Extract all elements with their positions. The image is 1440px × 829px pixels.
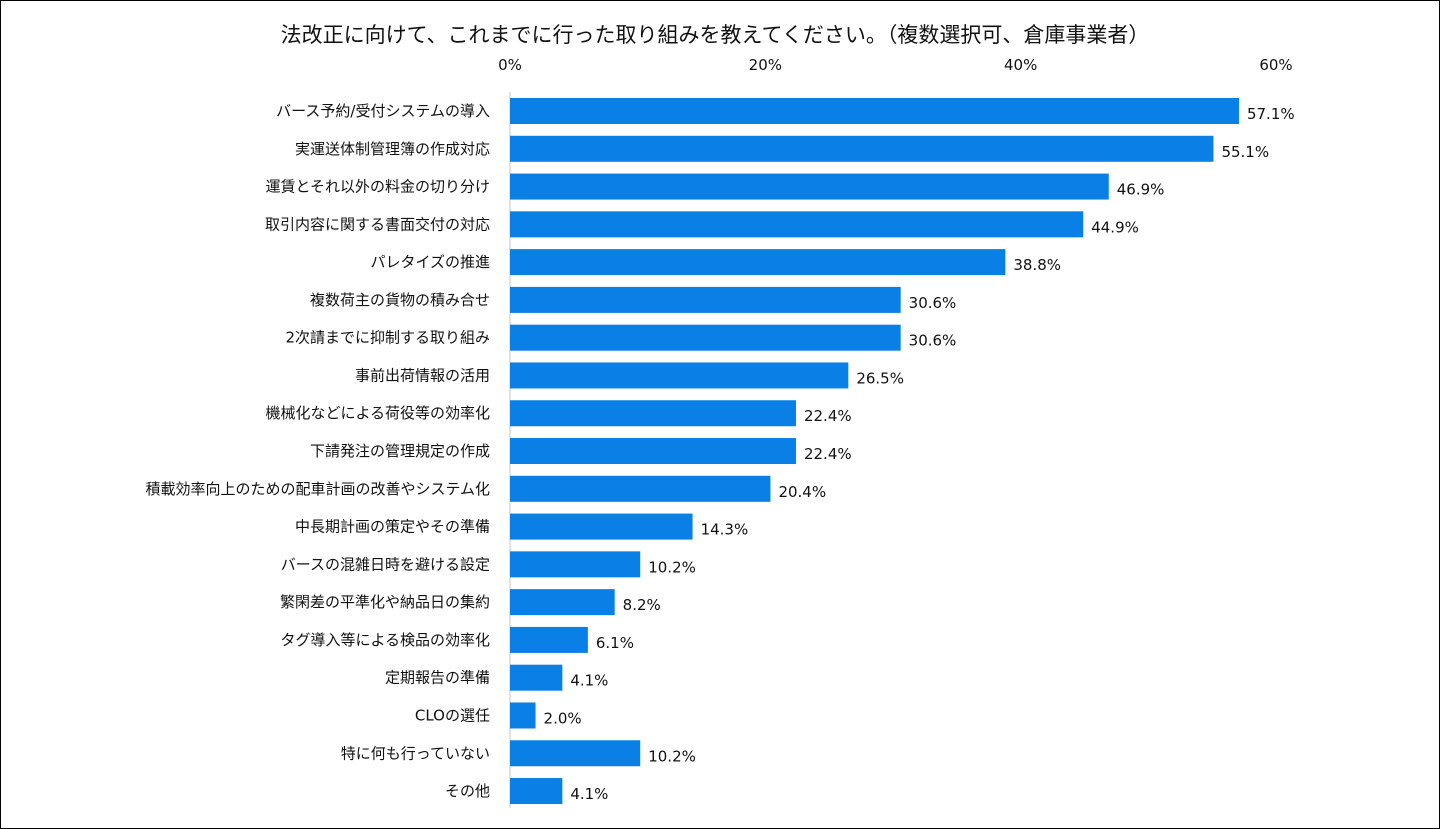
- bar: [510, 778, 563, 805]
- bar: [510, 740, 641, 767]
- bar: [510, 438, 796, 465]
- value-label: 14.3%: [701, 521, 749, 539]
- category-label: バース予約/受付システムの導入: [276, 102, 490, 120]
- bar: [510, 249, 1006, 276]
- bar: [510, 551, 641, 578]
- category-label: その他: [445, 782, 490, 800]
- bar: [510, 664, 563, 691]
- category-label: バースの混雑日時を避ける設定: [281, 555, 490, 573]
- category-label: 複数荷主の貨物の積み合せ: [310, 291, 490, 309]
- category-label: タグ導入等による検品の効率化: [280, 631, 490, 649]
- category-label: 中長期計画の策定やその準備: [295, 518, 490, 536]
- category-label: 実運送体制管理簿の作成対応: [295, 140, 490, 158]
- bar: [510, 702, 536, 729]
- bar: [510, 513, 693, 540]
- bar: [510, 135, 1214, 162]
- value-label: 20.4%: [778, 483, 826, 501]
- category-label: 積載効率向上のための配車計画の改善やシステム化: [145, 480, 490, 498]
- value-label: 30.6%: [909, 294, 957, 312]
- category-label: 特に何も行っていない: [341, 744, 490, 762]
- value-label: 4.1%: [570, 672, 608, 690]
- bar: [510, 475, 771, 502]
- value-label: 55.1%: [1221, 143, 1269, 161]
- bar: [510, 626, 588, 653]
- category-label: 下請発注の管理規定の作成: [310, 442, 490, 460]
- bar: [510, 173, 1109, 200]
- chart-title: 法改正に向けて、これまでに行った取り組みを教えてください。（複数選択可、倉庫事業…: [281, 23, 1150, 47]
- category-label: 機械化などによる荷役等の効率化: [265, 404, 490, 422]
- value-label: 44.9%: [1091, 218, 1139, 236]
- value-label: 10.2%: [648, 747, 696, 765]
- category-label: 運賃とそれ以外の料金の切り分け: [265, 178, 490, 196]
- category-label: 定期報告の準備: [385, 669, 490, 687]
- value-label: 46.9%: [1117, 181, 1165, 199]
- value-label: 22.4%: [804, 445, 852, 463]
- bar: [510, 211, 1084, 238]
- x-tick-label: 20%: [749, 56, 782, 74]
- category-label: 繁閑差の平準化や納品日の集約: [280, 593, 490, 611]
- category-label: 2次請までに抑制する取り組み: [285, 329, 490, 347]
- value-label: 57.1%: [1247, 105, 1295, 123]
- value-label: 22.4%: [804, 407, 852, 425]
- x-tick-label: 60%: [1259, 56, 1292, 74]
- bar: [510, 589, 615, 616]
- bar: [510, 324, 901, 351]
- bar: [510, 98, 1239, 124]
- bars: バース予約/受付システムの導入 57.1% 実運送体制管理簿の作成対応 55.1% 運賃…: [145, 98, 1295, 805]
- bar: [510, 400, 796, 427]
- value-label: 10.2%: [648, 558, 696, 576]
- value-label: 38.8%: [1013, 256, 1061, 274]
- value-label: 4.1%: [570, 785, 608, 803]
- bar: [510, 362, 849, 389]
- category-label: 事前出荷情報の活用: [355, 366, 490, 384]
- value-label: 6.1%: [596, 634, 634, 652]
- category-label: 取引内容に関する書面交付の対応: [265, 215, 490, 233]
- value-label: 30.6%: [909, 332, 957, 350]
- value-label: 26.5%: [856, 369, 904, 387]
- x-tick-label: 0%: [498, 56, 522, 74]
- value-label: 8.2%: [623, 596, 661, 614]
- category-label: パレタイズの推進: [370, 253, 490, 271]
- category-label: CLOの選任: [415, 706, 490, 724]
- x-axis-ticks: 0% 20% 40% 60%: [498, 56, 1293, 74]
- value-label: 2.0%: [544, 709, 582, 727]
- x-tick-label: 40%: [1004, 56, 1037, 74]
- bar: [510, 286, 901, 313]
